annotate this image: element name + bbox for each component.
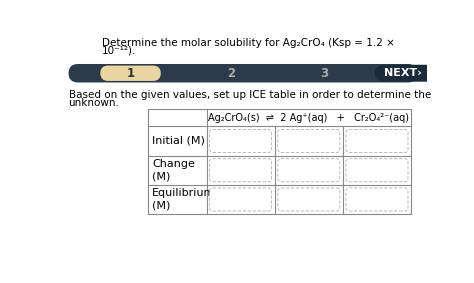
Text: NEXT›: NEXT› [384,68,422,78]
Text: Equilibrium
(M): Equilibrium (M) [152,188,216,211]
FancyBboxPatch shape [210,159,272,182]
FancyBboxPatch shape [346,129,408,153]
FancyBboxPatch shape [69,64,417,82]
Text: Ag₂CrO₄(s)  ⇌  2 Ag⁺(aq)   +   Cr₂O₄²⁻(aq): Ag₂CrO₄(s) ⇌ 2 Ag⁺(aq) + Cr₂O₄²⁻(aq) [208,113,410,123]
Text: Change
(M): Change (M) [152,159,195,181]
Text: 2: 2 [227,67,236,80]
Text: Initial (M): Initial (M) [152,136,205,146]
Text: unknown.: unknown. [69,98,119,108]
Text: Determine the molar solubility for Ag₂CrO₄ (Ksp = 1.2 ×: Determine the molar solubility for Ag₂Cr… [102,38,395,48]
Text: 10⁻¹²).: 10⁻¹²). [102,46,136,55]
FancyBboxPatch shape [278,159,340,182]
FancyBboxPatch shape [100,66,161,81]
FancyBboxPatch shape [374,65,437,82]
FancyBboxPatch shape [278,129,340,153]
FancyBboxPatch shape [210,188,272,211]
Text: 1: 1 [127,67,135,80]
FancyBboxPatch shape [278,188,340,211]
Text: Based on the given values, set up ICE table in order to determine the: Based on the given values, set up ICE ta… [69,90,431,100]
FancyBboxPatch shape [346,159,408,182]
FancyBboxPatch shape [210,129,272,153]
Bar [148,110,411,214]
Text: 3: 3 [320,67,328,80]
FancyBboxPatch shape [346,188,408,211]
